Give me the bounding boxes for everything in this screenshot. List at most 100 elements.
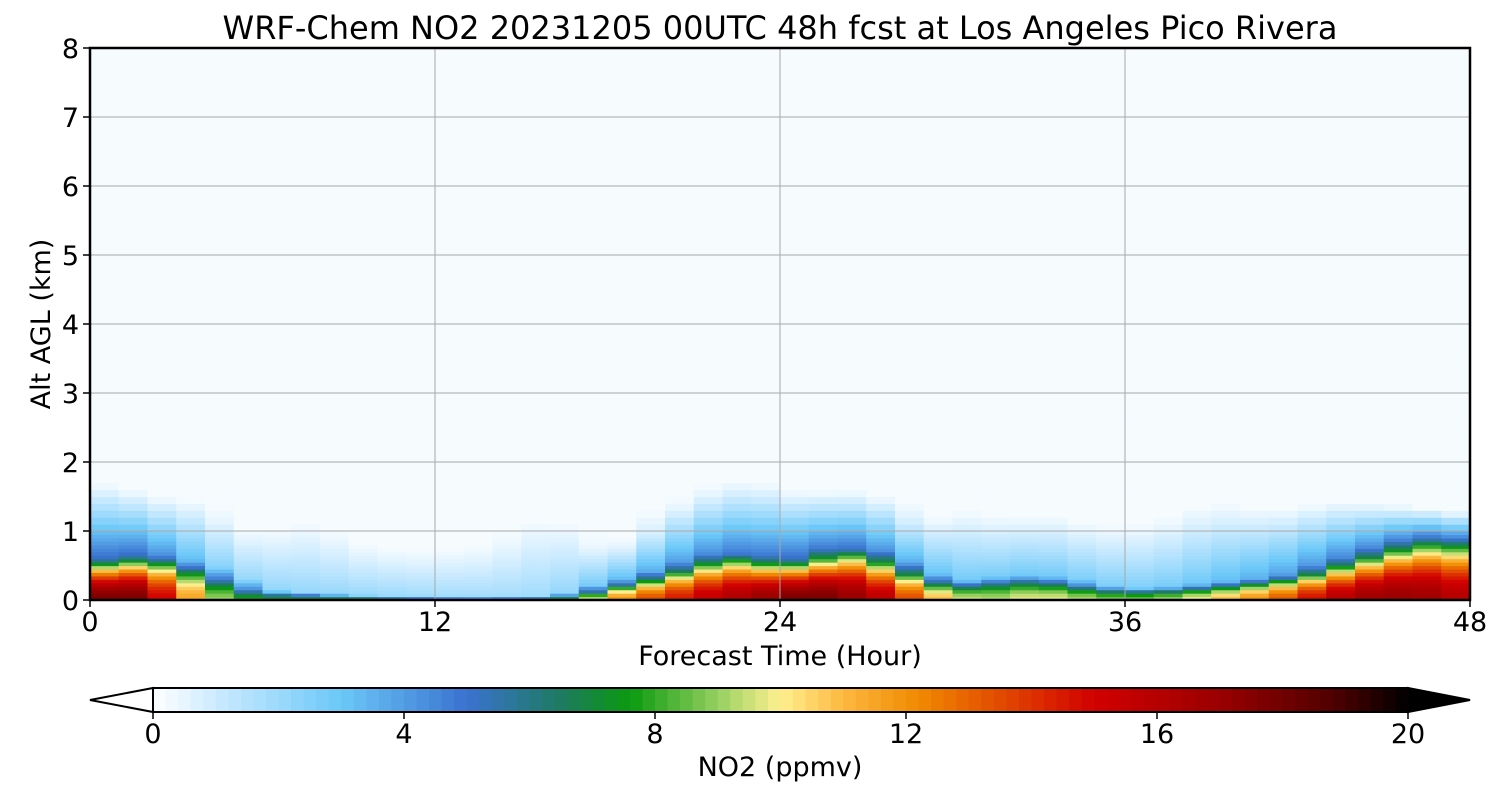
heatmap-cell: [952, 503, 982, 511]
heatmap-cell: [1297, 589, 1327, 594]
heatmap-cell: [205, 579, 235, 584]
heatmap-cell: [1240, 562, 1270, 567]
heatmap-cell: [118, 579, 149, 584]
heatmap-cell: [1096, 537, 1126, 542]
heatmap-cell: [463, 524, 494, 532]
heatmap-cell: [1297, 558, 1327, 563]
heatmap-cell: [1067, 358, 1097, 422]
heatmap-cell: [550, 558, 580, 563]
heatmap-cell: [895, 448, 925, 463]
heatmap-cell: [751, 586, 781, 591]
heatmap-cell: [1038, 575, 1069, 580]
heatmap-cell: [205, 586, 235, 591]
heatmap-cell: [1297, 482, 1327, 491]
heatmap-cell: [1383, 496, 1414, 504]
heatmap-cell: [578, 562, 609, 567]
heatmap-cell: [233, 586, 264, 591]
heatmap-cell: [1355, 544, 1385, 549]
heatmap-cell: [176, 582, 206, 587]
heatmap-cell: [1297, 586, 1327, 591]
heatmap-cell: [1326, 531, 1356, 536]
heatmap-cell: [118, 489, 149, 498]
heatmap-cell: [1096, 482, 1126, 491]
heatmap-cell: [981, 555, 1011, 560]
heatmap-cell: [923, 475, 954, 484]
colorbar-segment: [1081, 688, 1095, 712]
colorbar-segment: [1232, 688, 1246, 712]
heatmap-cell: [1067, 565, 1097, 570]
heatmap-cell: [837, 503, 867, 511]
heatmap-cell: [291, 555, 321, 560]
heatmap-cell: [952, 524, 982, 532]
heatmap-cell: [780, 541, 810, 546]
heatmap-cell: [1182, 534, 1212, 539]
heatmap-cell: [521, 548, 551, 553]
heatmap-cell: [291, 503, 321, 511]
heatmap-cell: [435, 558, 465, 563]
heatmap-cell: [693, 462, 724, 470]
heatmap-cell: [233, 558, 264, 563]
heatmap-cell: [406, 596, 436, 601]
heatmap-cell: [837, 420, 867, 449]
heatmap-cell: [693, 562, 724, 567]
heatmap-cell: [1268, 558, 1299, 563]
heatmap-cell: [722, 565, 752, 570]
heatmap-cell: [981, 517, 1011, 525]
heatmap-cell: [521, 562, 551, 567]
heatmap-cell: [205, 565, 235, 570]
heatmap-cell: [348, 489, 379, 498]
heatmap-cell: [607, 489, 637, 498]
heatmap-cell: [1268, 562, 1299, 567]
heatmap-cell: [837, 562, 867, 567]
heatmap-cell: [722, 589, 752, 594]
heatmap-cell: [1383, 503, 1414, 511]
heatmap-cell: [607, 541, 637, 546]
x-tick-label: 48: [1453, 607, 1487, 638]
colorbar-segment: [629, 688, 643, 712]
heatmap-cell: [492, 517, 522, 525]
heatmap-cell: [233, 537, 264, 542]
heatmap-cell: [665, 544, 695, 549]
heatmap-cell: [118, 531, 149, 536]
heatmap-cell: [837, 593, 867, 598]
heatmap-cell: [233, 593, 264, 598]
colorbar-segment: [906, 688, 920, 712]
heatmap-cell: [463, 48, 494, 360]
heatmap-cell: [636, 544, 666, 549]
heatmap-cell: [866, 596, 896, 601]
heatmap-cell: [1240, 555, 1270, 560]
heatmap-cell: [780, 568, 810, 573]
colorbar-segment: [253, 688, 267, 712]
heatmap-cell: [435, 565, 465, 570]
heatmap-cell: [665, 48, 695, 360]
heatmap-cell: [262, 503, 292, 511]
heatmap-cell: [262, 558, 292, 563]
heatmap-cell: [607, 582, 637, 587]
heatmap-cell: [262, 482, 292, 491]
heatmap-cell: [722, 579, 752, 584]
heatmap-cell: [636, 548, 666, 553]
heatmap-cell: [1153, 534, 1184, 539]
heatmap-cell: [751, 593, 781, 598]
heatmap-cell: [1211, 531, 1241, 536]
heatmap-cell: [406, 482, 436, 491]
heatmap-cell: [665, 548, 695, 553]
heatmap-cell: [636, 558, 666, 563]
heatmap-cell: [1182, 48, 1212, 360]
heatmap-cell: [866, 358, 896, 422]
heatmap-cell: [1240, 358, 1270, 422]
heatmap-cell: [981, 468, 1011, 477]
heatmap-cell: [578, 489, 609, 498]
heatmap-cell: [147, 468, 177, 477]
heatmap-cell: [722, 548, 752, 553]
heatmap-cell: [262, 586, 292, 591]
heatmap-cell: [521, 596, 551, 601]
heatmap-cell: [377, 510, 407, 518]
heatmap-cell: [1096, 565, 1126, 570]
heatmap-cell: [1010, 48, 1040, 360]
heatmap-cell: [952, 593, 982, 598]
heatmap-cell: [1297, 48, 1327, 360]
heatmap-cell: [1412, 489, 1442, 498]
heatmap-cell: [722, 593, 752, 598]
heatmap-cell: [636, 482, 666, 491]
